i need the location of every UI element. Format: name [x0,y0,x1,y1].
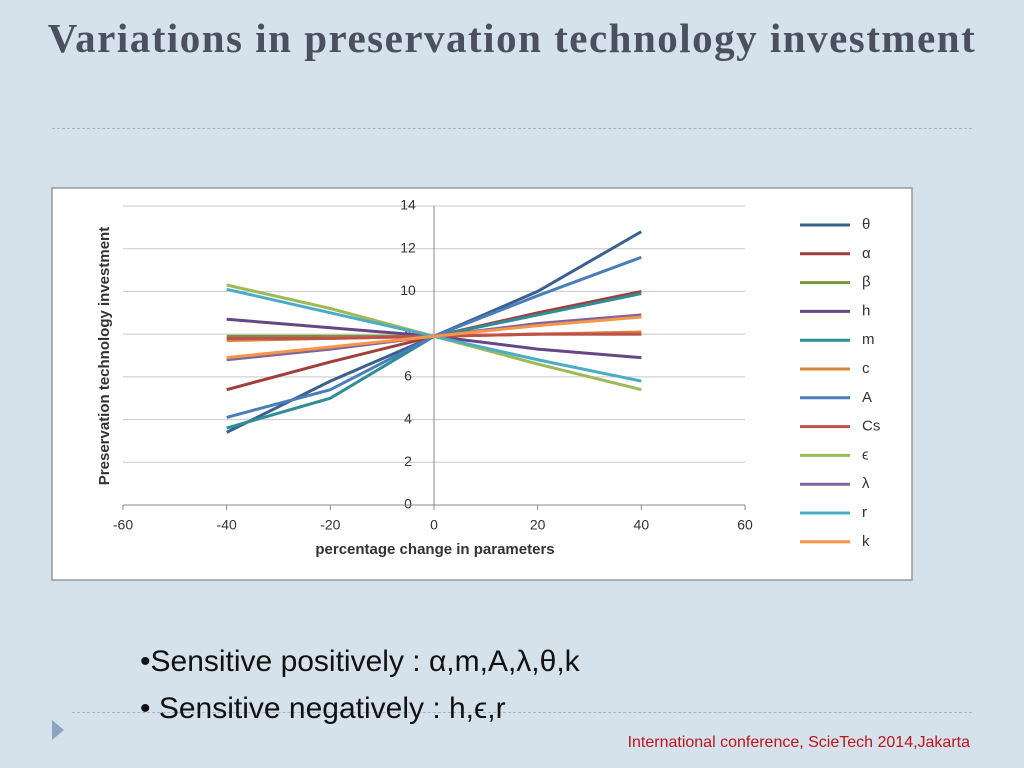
legend-label: h [862,302,870,319]
divider [72,712,972,713]
divider [52,128,972,129]
x-tick-label: -60 [113,517,133,533]
chart-frame [51,187,913,581]
y-tick-label: 6 [404,368,412,384]
x-tick-label: -40 [217,517,237,533]
legend-label: c [862,360,870,377]
bullet: •Sensitive positively : α,m,A,λ,θ,k [140,645,580,678]
series-line [226,315,642,360]
legend-label: β [862,274,871,291]
y-tick-label: 4 [404,410,412,426]
x-tick-label: 0 [430,517,438,533]
legend-label: k [862,533,870,550]
legend-label: A [862,389,872,406]
x-axis-label: percentage change in parameters [315,541,554,558]
x-tick-label: -20 [320,517,340,533]
y-tick-label: 12 [400,239,416,255]
x-tick-label: 40 [634,517,650,533]
legend-label: Cs [862,418,880,435]
bullet: • Sensitive negatively : h,ϵ,r [140,692,506,725]
legend-label: r [862,504,867,521]
x-tick-label: 20 [530,517,546,533]
y-axis-label: Preservation technology investment [96,227,113,485]
legend-label: α [862,245,871,262]
legend-label: m [862,331,875,348]
legend-label: λ [862,475,870,492]
y-tick-label: 0 [404,496,412,512]
legend-label: θ [862,216,870,233]
footer: International conference, ScieTech 2014,… [627,734,970,751]
legend-label: ϵ [862,446,869,463]
y-tick-label: 2 [404,453,412,469]
y-tick-label: 10 [400,282,416,298]
slide-title: Variations in preservation technology in… [47,15,977,61]
x-tick-label: 60 [737,517,753,533]
y-tick-label: 14 [400,197,416,213]
nav-arrow [52,720,64,740]
